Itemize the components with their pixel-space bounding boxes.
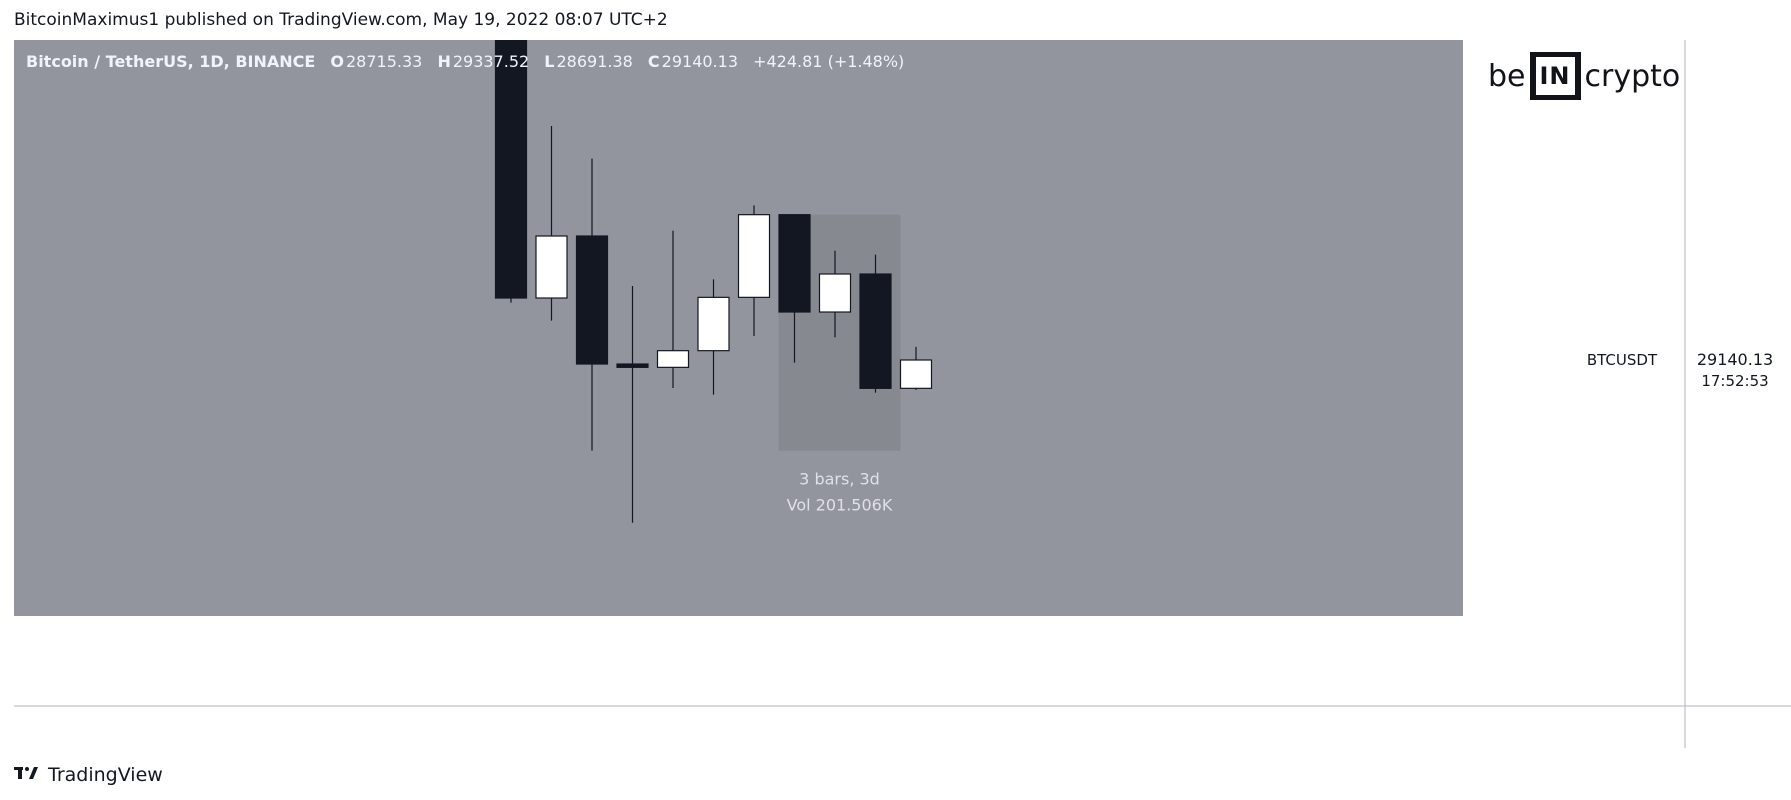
symbol-title[interactable]: Bitcoin / TetherUS, 1D, BINANCE [26,52,316,71]
high-label: H [437,52,451,71]
candle-2022-05-16[interactable] [778,214,811,363]
open-value: 28715.33 [346,52,423,71]
candle-body [778,214,811,313]
price-tick-label: 26000.00 [1697,560,1773,579]
candle-2022-05-10[interactable] [535,126,568,321]
candle-body [535,235,568,299]
time-tick-label: 29 [1311,717,1331,736]
tradingview-brand: TradingView [48,763,163,786]
range-volume-label: Vol 201.506K [787,496,893,515]
candle-2022-05-15[interactable] [737,205,771,337]
time-tick-label: 28 [55,717,75,736]
time-tick-label: 26 [1189,717,1209,736]
candle-body [899,359,933,389]
chart-svg[interactable]: 34000.00 33000.00 32000.00 31000.00 30000.00… [14,40,1791,748]
range-tool-labels: 3 bars, 3d Vol 201.506K [787,470,893,515]
logo-text-right: crypto [1584,58,1681,94]
candle-2022-05-17[interactable] [818,250,852,338]
candle-2022-05-18[interactable] [859,254,892,393]
last-price-marker: BTCUSDT 29140.13 17:52:53 [1579,347,1783,394]
candle-body [575,235,609,365]
time-tick-label: 19 [906,717,926,736]
tradingview-footer[interactable]: TradingView [14,762,163,787]
candles-layer [494,40,933,523]
plot-background[interactable] [14,40,1463,616]
ohlc-legend: Bitcoin / TetherUS, 1D, BINANCE O 28715.3… [26,52,904,71]
logo-text-left: be [1488,58,1526,94]
bar-countdown: 17:52:53 [1701,372,1768,390]
price-tick-label: 31000.00 [1697,227,1773,246]
price-tick-label: 27000.00 [1697,494,1773,513]
candle-body [697,296,730,352]
candle-2022-05-13[interactable] [656,230,690,389]
candle-2022-05-12[interactable] [616,286,649,523]
price-scale[interactable]: 34000.00 33000.00 32000.00 31000.00 30000.00… [1697,40,1773,579]
change-value: +424.81 (+1.48%) [753,52,905,71]
time-tick-label: 16 [784,717,804,736]
time-tick-label: 4 [303,717,313,736]
time-scale[interactable]: 28 May 4 9 12 16 19 23 26 29 Jun [55,717,1455,736]
candle-2022-05-14[interactable] [697,279,730,395]
low-label: L [544,52,555,71]
candle-2022-05-19[interactable] [899,346,933,390]
time-tick-label: Jun [1429,717,1455,736]
candle-body [737,214,771,298]
price-tick-label: 34000.00 [1697,40,1773,50]
high-value: 29337.52 [452,52,530,71]
last-price-value: 29140.13 [1697,350,1773,369]
currency-badge[interactable]: USDT [1695,47,1747,73]
candle-body [818,273,852,313]
candle-2022-05-11[interactable] [575,158,609,451]
price-tick-label: 30000.00 [1697,294,1773,313]
candle-body [616,363,649,368]
time-tick-label: 12 [622,717,642,736]
currency-label: USDT [1700,51,1742,69]
time-tick-label: 23 [1068,717,1088,736]
beincrypto-logo: be IN crypto [1488,52,1680,100]
open-label: O [330,52,344,71]
candle-body [494,40,528,299]
close-value: 29140.13 [661,52,738,71]
low-value: 28691.38 [556,52,633,71]
candle-2022-05-09[interactable] [494,40,528,303]
price-tick-label: 32000.00 [1697,160,1773,179]
close-label: C [647,52,660,71]
last-price-symbol: BTCUSDT [1587,351,1658,369]
price-tick-label: 28000.00 [1697,427,1773,446]
chart-frame[interactable]: 34000.00 33000.00 32000.00 31000.00 30000.00… [14,40,1791,748]
logo-box: IN [1529,52,1581,100]
candle-body [859,273,892,389]
time-tick-label: 9 [506,717,516,736]
tradingview-logo-icon [14,762,40,787]
published-line: BitcoinMaximus1 published on TradingView… [14,10,668,30]
range-bars-label: 3 bars, 3d [799,470,880,489]
price-tick-label: 33000.00 [1697,94,1773,113]
time-tick-label: May [170,717,203,736]
candle-body [656,350,690,368]
